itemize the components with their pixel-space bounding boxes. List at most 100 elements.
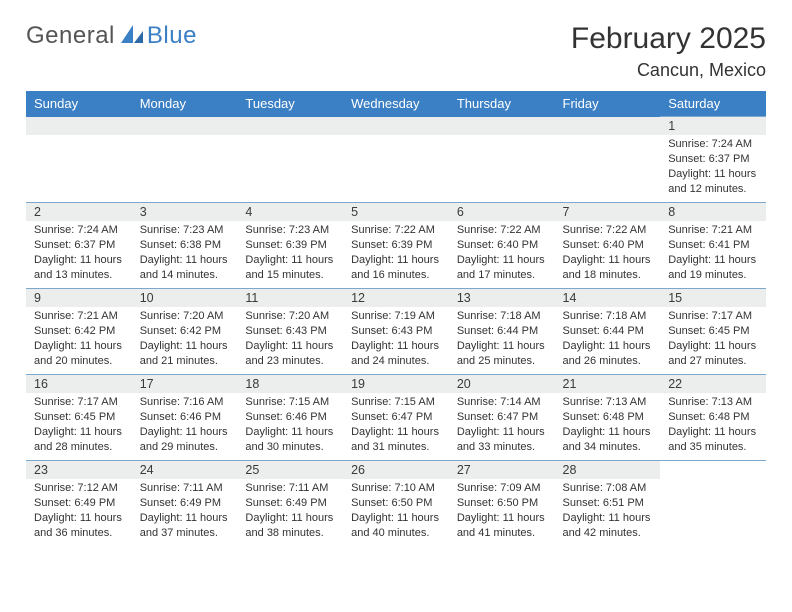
day-details: Sunrise: 7:22 AMSunset: 6:40 PMDaylight:… bbox=[555, 221, 661, 286]
calendar-cell: 9Sunrise: 7:21 AMSunset: 6:42 PMDaylight… bbox=[26, 289, 132, 375]
day-details: Sunrise: 7:23 AMSunset: 6:38 PMDaylight:… bbox=[132, 221, 238, 286]
calendar-cell bbox=[26, 117, 132, 203]
day-details: Sunrise: 7:13 AMSunset: 6:48 PMDaylight:… bbox=[555, 393, 661, 458]
calendar-cell: 24Sunrise: 7:11 AMSunset: 6:49 PMDayligh… bbox=[132, 461, 238, 547]
day-details: Sunrise: 7:18 AMSunset: 6:44 PMDaylight:… bbox=[555, 307, 661, 372]
day-number-empty bbox=[449, 117, 555, 135]
weekday-header: Sunday bbox=[26, 91, 132, 117]
day-details: Sunrise: 7:08 AMSunset: 6:51 PMDaylight:… bbox=[555, 479, 661, 544]
day-number: 4 bbox=[237, 203, 343, 221]
day-number-empty bbox=[237, 117, 343, 135]
day-details: Sunrise: 7:21 AMSunset: 6:42 PMDaylight:… bbox=[26, 307, 132, 372]
day-details: Sunrise: 7:22 AMSunset: 6:40 PMDaylight:… bbox=[449, 221, 555, 286]
weekday-header-row: SundayMondayTuesdayWednesdayThursdayFrid… bbox=[26, 91, 766, 117]
day-number-empty bbox=[26, 117, 132, 135]
day-details: Sunrise: 7:22 AMSunset: 6:39 PMDaylight:… bbox=[343, 221, 449, 286]
day-number: 11 bbox=[237, 289, 343, 307]
calendar-cell bbox=[132, 117, 238, 203]
header: General Blue February 2025 Cancun, Mexic… bbox=[26, 22, 766, 81]
calendar-cell: 6Sunrise: 7:22 AMSunset: 6:40 PMDaylight… bbox=[449, 203, 555, 289]
calendar-table: SundayMondayTuesdayWednesdayThursdayFrid… bbox=[26, 91, 766, 547]
day-details: Sunrise: 7:20 AMSunset: 6:42 PMDaylight:… bbox=[132, 307, 238, 372]
title-block: February 2025 Cancun, Mexico bbox=[571, 22, 766, 81]
logo: General Blue bbox=[26, 22, 197, 50]
day-details: Sunrise: 7:11 AMSunset: 6:49 PMDaylight:… bbox=[132, 479, 238, 544]
day-details: Sunrise: 7:24 AMSunset: 6:37 PMDaylight:… bbox=[26, 221, 132, 286]
day-number: 6 bbox=[449, 203, 555, 221]
weekday-header: Saturday bbox=[660, 91, 766, 117]
calendar-cell: 21Sunrise: 7:13 AMSunset: 6:48 PMDayligh… bbox=[555, 375, 661, 461]
calendar-week-row: 16Sunrise: 7:17 AMSunset: 6:45 PMDayligh… bbox=[26, 375, 766, 461]
calendar-cell: 26Sunrise: 7:10 AMSunset: 6:50 PMDayligh… bbox=[343, 461, 449, 547]
day-details: Sunrise: 7:24 AMSunset: 6:37 PMDaylight:… bbox=[660, 135, 766, 200]
calendar-week-row: 2Sunrise: 7:24 AMSunset: 6:37 PMDaylight… bbox=[26, 203, 766, 289]
month-title: February 2025 bbox=[571, 22, 766, 56]
location: Cancun, Mexico bbox=[571, 60, 766, 81]
day-details: Sunrise: 7:10 AMSunset: 6:50 PMDaylight:… bbox=[343, 479, 449, 544]
day-number: 2 bbox=[26, 203, 132, 221]
day-details: Sunrise: 7:11 AMSunset: 6:49 PMDaylight:… bbox=[237, 479, 343, 544]
day-number: 3 bbox=[132, 203, 238, 221]
day-number: 5 bbox=[343, 203, 449, 221]
calendar-cell: 18Sunrise: 7:15 AMSunset: 6:46 PMDayligh… bbox=[237, 375, 343, 461]
day-number: 16 bbox=[26, 375, 132, 393]
calendar-cell: 5Sunrise: 7:22 AMSunset: 6:39 PMDaylight… bbox=[343, 203, 449, 289]
calendar-cell bbox=[555, 117, 661, 203]
day-number: 27 bbox=[449, 461, 555, 479]
day-number: 23 bbox=[26, 461, 132, 479]
calendar-cell: 10Sunrise: 7:20 AMSunset: 6:42 PMDayligh… bbox=[132, 289, 238, 375]
day-number: 1 bbox=[660, 117, 766, 135]
calendar-cell: 4Sunrise: 7:23 AMSunset: 6:39 PMDaylight… bbox=[237, 203, 343, 289]
calendar-cell: 16Sunrise: 7:17 AMSunset: 6:45 PMDayligh… bbox=[26, 375, 132, 461]
day-number: 14 bbox=[555, 289, 661, 307]
calendar-week-row: 9Sunrise: 7:21 AMSunset: 6:42 PMDaylight… bbox=[26, 289, 766, 375]
calendar-cell: 8Sunrise: 7:21 AMSunset: 6:41 PMDaylight… bbox=[660, 203, 766, 289]
day-details: Sunrise: 7:19 AMSunset: 6:43 PMDaylight:… bbox=[343, 307, 449, 372]
calendar-cell bbox=[237, 117, 343, 203]
day-details: Sunrise: 7:18 AMSunset: 6:44 PMDaylight:… bbox=[449, 307, 555, 372]
day-number: 8 bbox=[660, 203, 766, 221]
day-number: 10 bbox=[132, 289, 238, 307]
weekday-header: Monday bbox=[132, 91, 238, 117]
day-details: Sunrise: 7:09 AMSunset: 6:50 PMDaylight:… bbox=[449, 479, 555, 544]
day-number-empty bbox=[343, 117, 449, 135]
day-number: 7 bbox=[555, 203, 661, 221]
calendar-cell bbox=[660, 461, 766, 547]
calendar-cell: 17Sunrise: 7:16 AMSunset: 6:46 PMDayligh… bbox=[132, 375, 238, 461]
day-details: Sunrise: 7:14 AMSunset: 6:47 PMDaylight:… bbox=[449, 393, 555, 458]
day-number: 26 bbox=[343, 461, 449, 479]
day-details: Sunrise: 7:17 AMSunset: 6:45 PMDaylight:… bbox=[660, 307, 766, 372]
day-details: Sunrise: 7:20 AMSunset: 6:43 PMDaylight:… bbox=[237, 307, 343, 372]
calendar-week-row: 23Sunrise: 7:12 AMSunset: 6:49 PMDayligh… bbox=[26, 461, 766, 547]
sail-icon bbox=[119, 23, 145, 50]
calendar-cell: 20Sunrise: 7:14 AMSunset: 6:47 PMDayligh… bbox=[449, 375, 555, 461]
calendar-cell: 3Sunrise: 7:23 AMSunset: 6:38 PMDaylight… bbox=[132, 203, 238, 289]
calendar-cell: 25Sunrise: 7:11 AMSunset: 6:49 PMDayligh… bbox=[237, 461, 343, 547]
day-number: 13 bbox=[449, 289, 555, 307]
calendar-cell: 14Sunrise: 7:18 AMSunset: 6:44 PMDayligh… bbox=[555, 289, 661, 375]
day-details: Sunrise: 7:15 AMSunset: 6:47 PMDaylight:… bbox=[343, 393, 449, 458]
logo-text-2: Blue bbox=[147, 22, 197, 50]
day-number: 15 bbox=[660, 289, 766, 307]
calendar-cell: 12Sunrise: 7:19 AMSunset: 6:43 PMDayligh… bbox=[343, 289, 449, 375]
day-number: 17 bbox=[132, 375, 238, 393]
day-number: 20 bbox=[449, 375, 555, 393]
day-number-empty bbox=[555, 117, 661, 135]
calendar-cell bbox=[343, 117, 449, 203]
calendar-cell: 11Sunrise: 7:20 AMSunset: 6:43 PMDayligh… bbox=[237, 289, 343, 375]
weekday-header: Tuesday bbox=[237, 91, 343, 117]
calendar-cell: 22Sunrise: 7:13 AMSunset: 6:48 PMDayligh… bbox=[660, 375, 766, 461]
day-details: Sunrise: 7:16 AMSunset: 6:46 PMDaylight:… bbox=[132, 393, 238, 458]
day-details: Sunrise: 7:15 AMSunset: 6:46 PMDaylight:… bbox=[237, 393, 343, 458]
day-number: 12 bbox=[343, 289, 449, 307]
day-number: 18 bbox=[237, 375, 343, 393]
day-number: 28 bbox=[555, 461, 661, 479]
day-number-empty bbox=[132, 117, 238, 135]
calendar-cell: 13Sunrise: 7:18 AMSunset: 6:44 PMDayligh… bbox=[449, 289, 555, 375]
day-details: Sunrise: 7:13 AMSunset: 6:48 PMDaylight:… bbox=[660, 393, 766, 458]
day-number: 22 bbox=[660, 375, 766, 393]
calendar-cell: 1Sunrise: 7:24 AMSunset: 6:37 PMDaylight… bbox=[660, 117, 766, 203]
day-number: 21 bbox=[555, 375, 661, 393]
calendar-cell: 19Sunrise: 7:15 AMSunset: 6:47 PMDayligh… bbox=[343, 375, 449, 461]
day-details: Sunrise: 7:21 AMSunset: 6:41 PMDaylight:… bbox=[660, 221, 766, 286]
